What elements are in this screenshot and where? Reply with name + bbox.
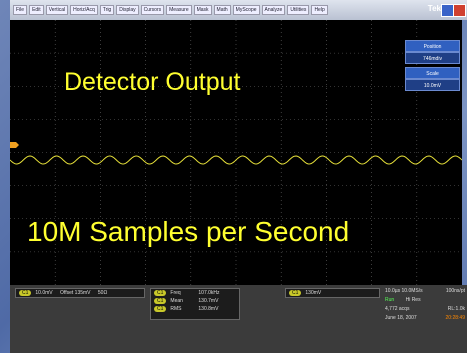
rate: 10.0MS/s	[402, 288, 423, 294]
menu-item[interactable]: Display	[116, 5, 138, 15]
channel-readout[interactable]: C1 10.0mV Offset 135mV 50Ω	[15, 288, 145, 298]
overlay-subtitle: 10M Samples per Second	[27, 216, 349, 248]
menu-item[interactable]: Edit	[29, 5, 44, 15]
measurement-name: Mean	[170, 298, 198, 304]
trigger-level: 130mV	[305, 290, 321, 296]
menu-item[interactable]: Help	[311, 5, 327, 15]
impedance: 50Ω	[98, 290, 107, 296]
brand: Tek	[428, 4, 441, 13]
measurement-value: 130.8mV	[198, 306, 218, 312]
per-point: 100ns/pt	[446, 288, 465, 294]
acquisition-readout: 10.0µs 10.0MS/s 100ns/pt Run Hi Res 4,77…	[385, 288, 465, 321]
menu-item[interactable]: Analyze	[262, 5, 286, 15]
badge: C1	[289, 290, 301, 296]
offset: Offset 135mV	[60, 290, 90, 296]
panel-label[interactable]: Scale	[405, 67, 460, 79]
menu-item[interactable]: File	[13, 5, 27, 15]
trigger-readout[interactable]: C1 130mV	[285, 288, 380, 298]
menu-item[interactable]: Mask	[194, 5, 212, 15]
measurement-name: Freq	[170, 290, 198, 296]
acqs: 4,772 acqs	[385, 306, 409, 312]
measurement-value: 130.7mV	[198, 298, 218, 304]
timebase: 10.0µs	[385, 288, 400, 294]
overlay-title: Detector Output	[64, 68, 240, 97]
badge: C1	[154, 290, 166, 296]
close-button[interactable]	[453, 4, 466, 17]
menu-item[interactable]: Trig	[100, 5, 114, 15]
menu-item[interactable]: Measure	[166, 5, 191, 15]
menu-item[interactable]: Vertical	[46, 5, 68, 15]
mode: Hi Res	[406, 297, 421, 303]
panel-label[interactable]: Position	[405, 40, 460, 52]
menu-item[interactable]: MyScope	[233, 5, 260, 15]
panel-value[interactable]: 746mdiv	[405, 52, 460, 64]
measurement-value: 107.0kHz	[198, 290, 219, 296]
panel-value[interactable]: 10.0mV	[405, 79, 460, 91]
badge: C1	[154, 298, 166, 304]
menu-item[interactable]: Cursors	[141, 5, 165, 15]
state: Run	[385, 297, 394, 303]
menu-item[interactable]: Utilities	[287, 5, 309, 15]
date: June 18, 2007	[385, 315, 417, 321]
menu-item[interactable]: Math	[214, 5, 231, 15]
scope-screenshot: FileEditVerticalHoriz/AcqTrigDisplayCurs…	[0, 0, 467, 353]
measurement-name: RMS	[170, 306, 198, 312]
time: 20:28:49	[446, 315, 465, 321]
badge: C1	[19, 290, 31, 296]
record: RL:1.0k	[448, 306, 465, 312]
badge: C1	[154, 306, 166, 312]
scale: 10.0mV	[35, 290, 52, 296]
menu-item[interactable]: Horiz/Acq	[70, 5, 98, 15]
